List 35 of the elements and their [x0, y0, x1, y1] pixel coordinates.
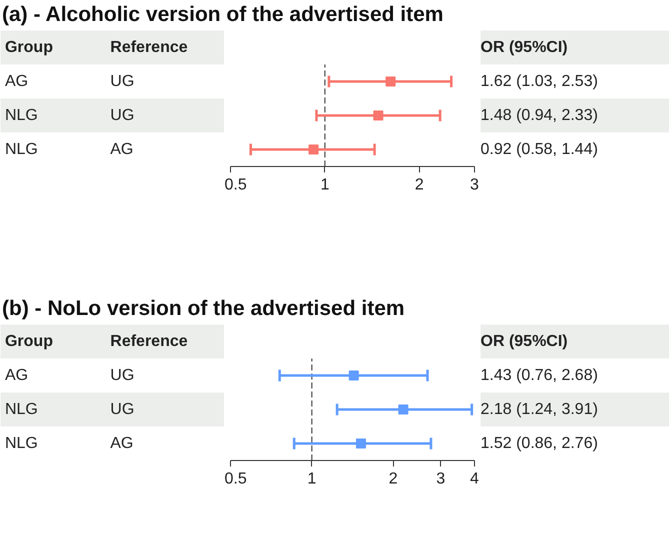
- text: UG: [110, 367, 134, 384]
- text: UG: [110, 73, 134, 90]
- text: UG: [110, 107, 134, 124]
- category-label: NLG: [4, 107, 38, 124]
- x-tick-label: 2: [414, 176, 424, 194]
- chart-title: (a) - Alcoholic version of the advertised item: [2, 2, 444, 28]
- text: Group: [4, 39, 54, 56]
- x-tick-label: 0.5: [224, 470, 247, 488]
- x-tick-label: 1: [320, 176, 330, 194]
- data-label: 1.43 (0.76, 2.68): [480, 367, 598, 384]
- text: AG: [110, 435, 134, 452]
- text: UG: [110, 401, 134, 418]
- text: Group: [4, 333, 54, 350]
- data-label: 0.92 (0.58, 1.44): [480, 141, 598, 158]
- text: OR (95%CI): [480, 39, 568, 56]
- x-tick-label: 3: [470, 176, 480, 194]
- text: AG: [110, 141, 134, 158]
- category-label: NLG: [4, 401, 38, 418]
- category-label: AG: [4, 73, 28, 90]
- data-label: 2.18 (1.24, 3.91): [480, 401, 598, 418]
- x-tick-label: 1: [307, 470, 316, 488]
- data-label: 1.62 (1.03, 2.53): [480, 73, 598, 90]
- data-label: 1.48 (0.94, 2.33): [480, 107, 598, 124]
- category-label: AG: [4, 367, 28, 384]
- text: Reference: [110, 39, 188, 56]
- data-label: 1.52 (0.86, 2.76): [480, 435, 598, 452]
- text: OR (95%CI): [480, 333, 568, 350]
- x-tick-label: 4: [470, 470, 480, 488]
- text: Reference: [110, 333, 188, 350]
- category-label: NLG: [4, 435, 38, 452]
- x-tick-label: 0.5: [224, 176, 247, 194]
- x-tick-label: 3: [436, 470, 446, 488]
- category-label: NLG: [4, 141, 38, 158]
- x-tick-label: 2: [388, 470, 398, 488]
- chart-title: (b) - NoLo version of the advertised item: [2, 296, 405, 322]
